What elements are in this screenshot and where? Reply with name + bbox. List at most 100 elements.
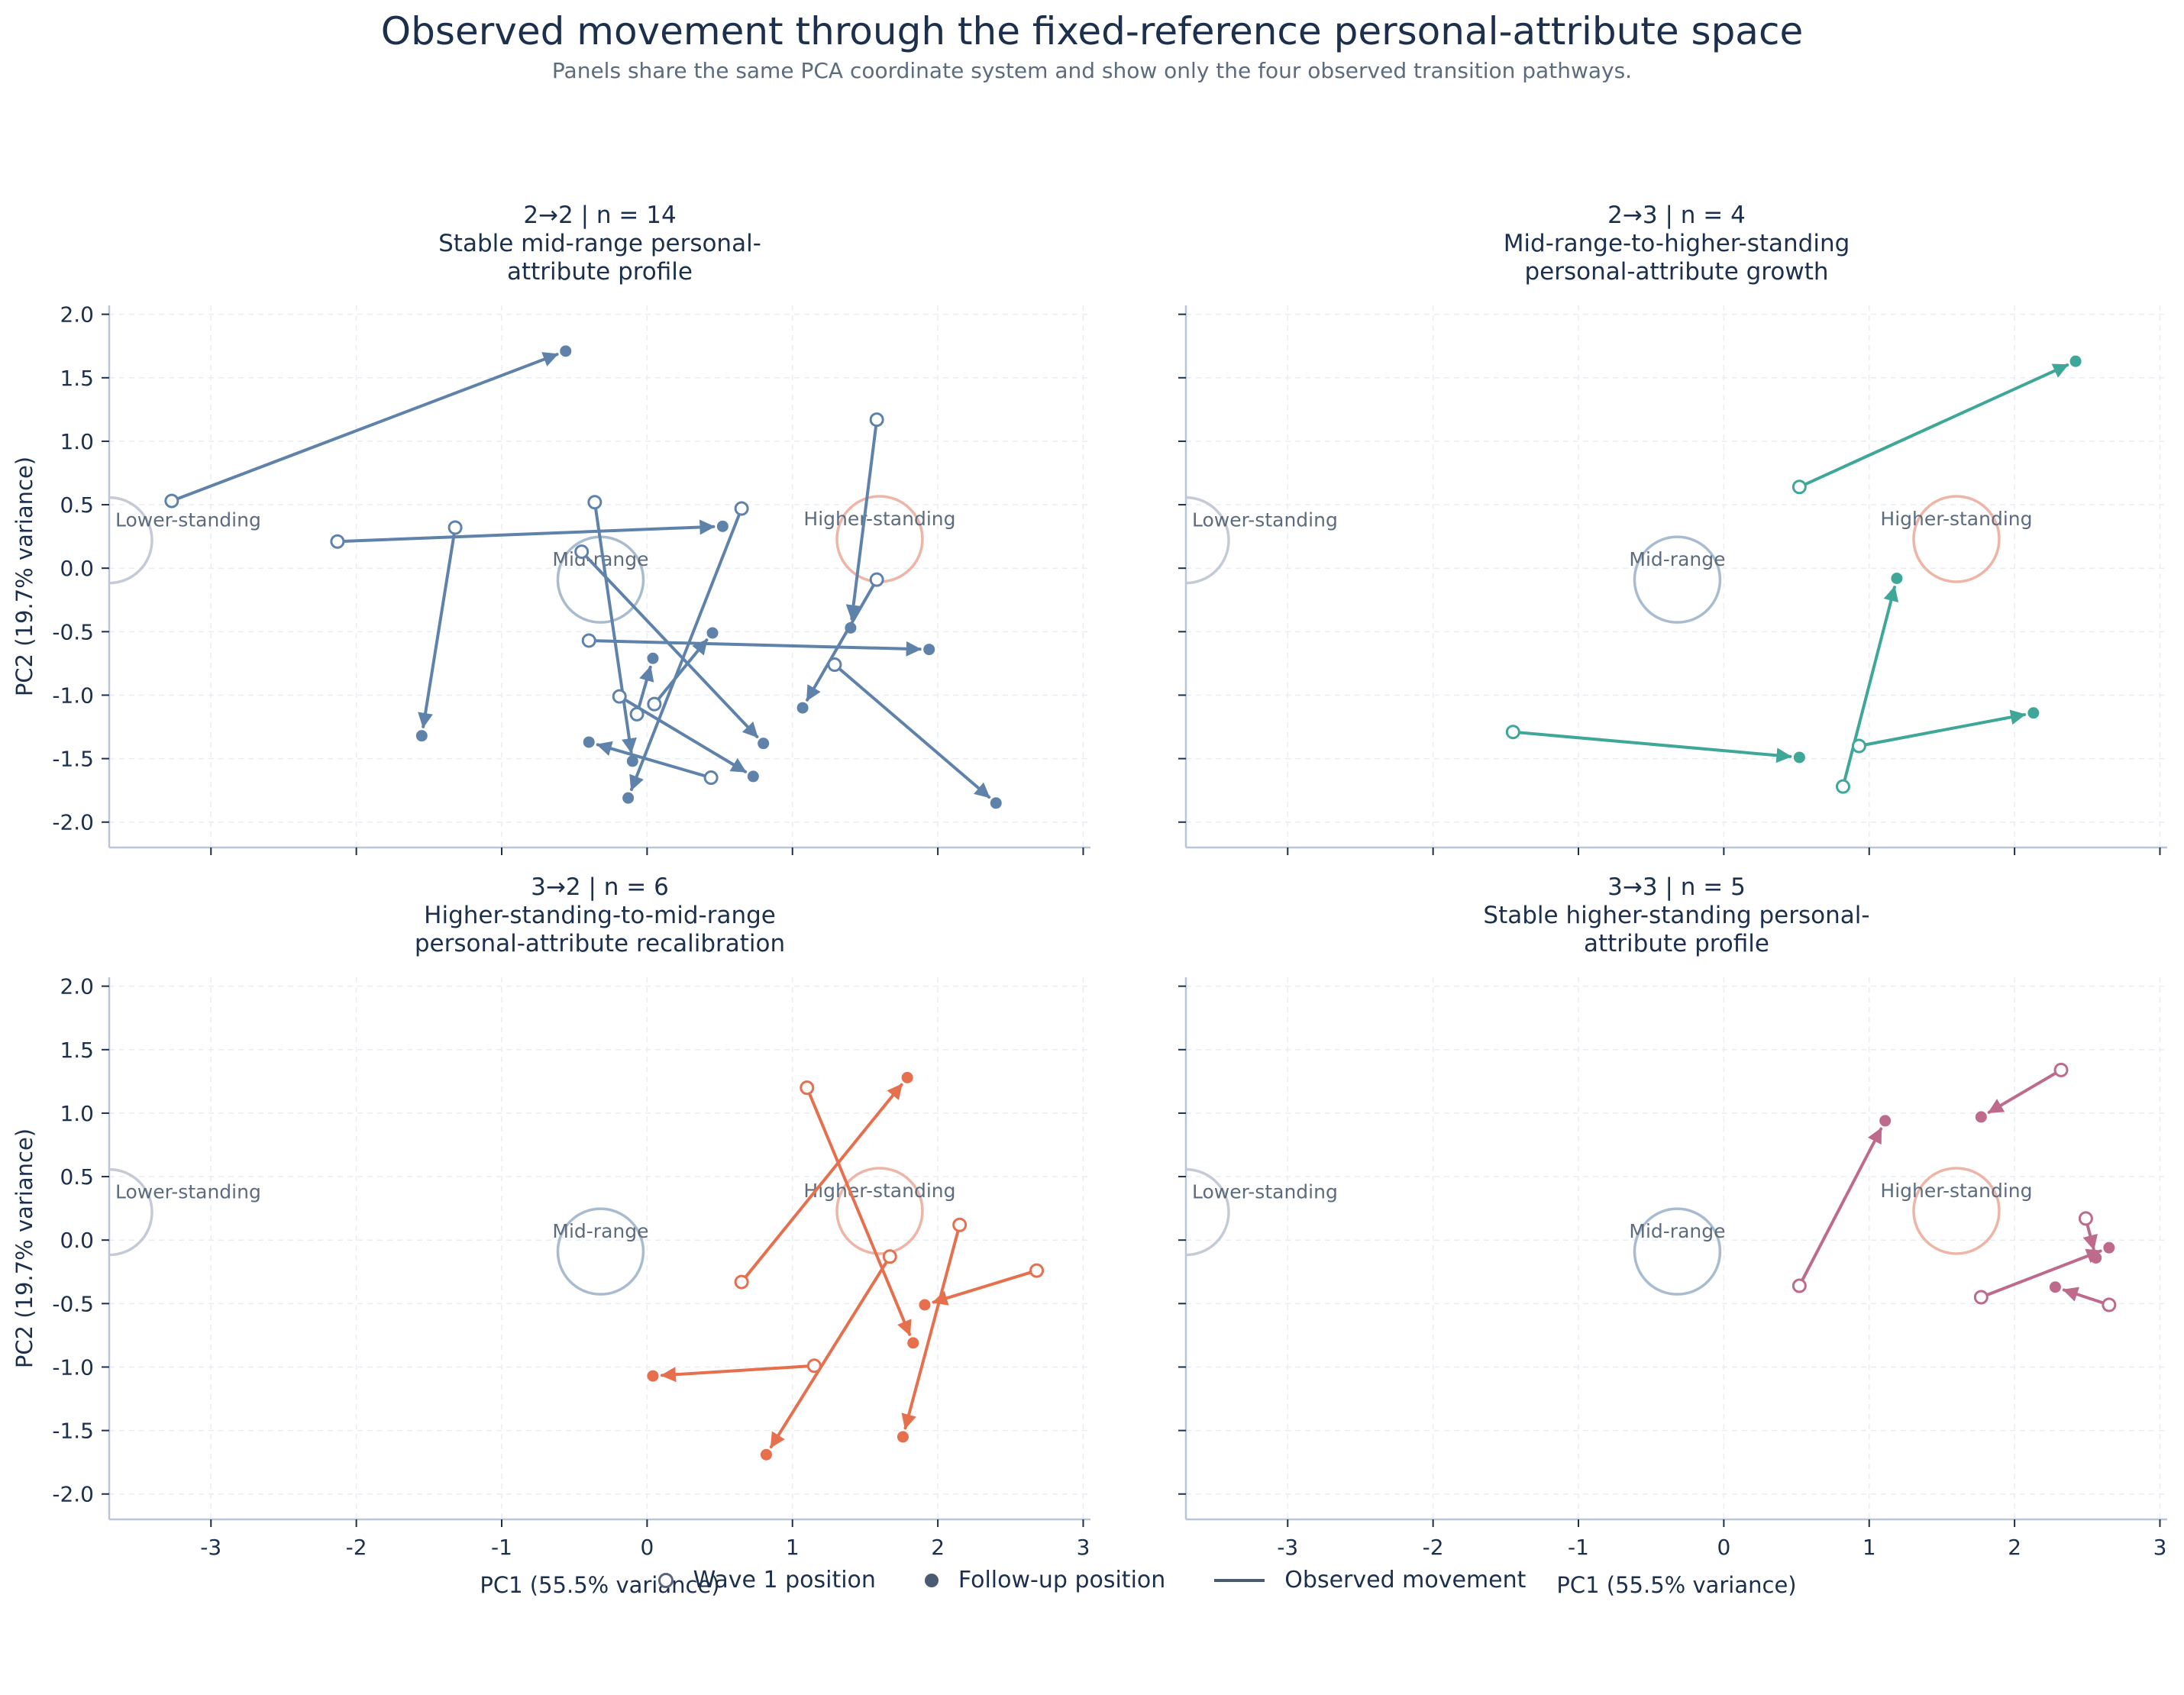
- y-tick-label: -1.5: [52, 1419, 94, 1444]
- panel-subtitle-line: attribute profile: [507, 258, 693, 286]
- x-tick-label: 3: [1077, 1535, 1090, 1560]
- followup-point: [560, 345, 572, 357]
- movement-arrow: [845, 418, 879, 621]
- panel-title: 3→3 | n = 5: [1607, 873, 1746, 901]
- movement-arrow: [635, 665, 654, 716]
- followup-point: [990, 797, 1002, 809]
- movement-arrow: [593, 500, 637, 754]
- panel-title: 2→3 | n = 4: [1607, 202, 1746, 229]
- x-tick-label: -1: [491, 1535, 512, 1560]
- x-tick-label: 1: [786, 1535, 800, 1560]
- wave1-point: [869, 572, 884, 587]
- followup-point: [647, 652, 659, 664]
- followup-point: [647, 1370, 659, 1382]
- reference-circle: [1633, 535, 1722, 624]
- y-tick-label: -1.0: [52, 683, 94, 708]
- reference-label: Higher-standing: [803, 508, 955, 530]
- line-icon: [1214, 1578, 1265, 1582]
- x-tick-label: 0: [640, 1535, 654, 1560]
- legend-label-followup: Follow-up position: [958, 1567, 1166, 1593]
- wave1-point: [882, 1249, 897, 1264]
- panel-4: -3 -2 -1 0 1 2 3 PC1 (55.5% variance) 3→3 | n = …: [1178, 873, 2167, 1598]
- y-tick-label: 2.0: [60, 974, 94, 999]
- wave1-point: [869, 412, 884, 428]
- followup-point: [796, 702, 809, 714]
- legend-label-movement: Observed movement: [1284, 1567, 1527, 1593]
- movement-arrow: [629, 507, 744, 791]
- y-tick-label: -0.5: [52, 1291, 94, 1316]
- movement-arrow: [769, 1254, 892, 1449]
- wave1-point: [1505, 725, 1520, 740]
- followup-point: [716, 520, 729, 532]
- x-tick-label: -2: [1423, 1535, 1444, 1560]
- followup-point: [2069, 355, 2082, 367]
- wave1-point: [703, 770, 719, 786]
- movement-arrow: [806, 578, 879, 702]
- movement-arrow: [1511, 730, 1792, 764]
- reference-label: Higher-standing: [1880, 1180, 2032, 1202]
- y-tick-label: -0.5: [52, 619, 94, 644]
- wave1-point: [1791, 1278, 1807, 1293]
- panel-1: 2.0 1.5 1.0 0.5 0.0 -0.5 -1.0 -1.5 -2.0 PC2 (19.7…: [11, 202, 1090, 855]
- followup-point: [583, 736, 595, 748]
- reference-circle: [556, 1207, 645, 1296]
- movement-arrow: [1841, 586, 1899, 789]
- movement-arrow: [740, 1083, 903, 1284]
- panel-subtitle-line: attribute profile: [1584, 930, 1769, 957]
- panel-title: 2→2 | n = 14: [523, 202, 676, 229]
- wave1-point: [734, 1274, 749, 1290]
- wave1-point: [1791, 479, 1807, 495]
- movement-arrow: [1987, 1068, 2063, 1114]
- movement-arrow: [1857, 709, 2027, 747]
- followup-point: [901, 1071, 913, 1083]
- x-axis-title: PC1 (55.5% variance): [480, 1572, 719, 1598]
- reference-label: Lower-standing: [1192, 509, 1338, 531]
- wave1-point: [647, 696, 662, 712]
- movement-arrow: [596, 741, 713, 780]
- movement-arrow: [652, 638, 709, 706]
- movement-arrow: [660, 1364, 816, 1383]
- wave1-point: [612, 689, 627, 704]
- x-tick-label: -3: [200, 1535, 221, 1560]
- reference-circle: [109, 496, 153, 585]
- wave1-point: [1835, 779, 1850, 794]
- panel-subtitle-line: personal-attribute growth: [1525, 258, 1829, 286]
- panel-subtitle-line: Higher-standing-to-mid-range: [424, 902, 776, 929]
- movement-arrow: [805, 1086, 912, 1336]
- followup-point: [706, 627, 719, 639]
- wave1-point: [447, 520, 463, 535]
- followup-point: [2027, 707, 2040, 719]
- reference-circle: [1186, 1167, 1230, 1257]
- y-axis-title: PC2 (19.7% variance): [11, 457, 37, 696]
- reference-circle: [109, 1167, 153, 1257]
- movement-arrow: [418, 525, 457, 728]
- movement-arrow: [2062, 1287, 2111, 1306]
- y-tick-label: 1.5: [60, 366, 94, 391]
- y-tick-label: 0.0: [60, 1228, 94, 1253]
- followup-point: [1793, 751, 1805, 764]
- panel-3: -3 -2 -1 0 1 2 3 2.0 1.5 1.0 0.5 0.0 -0.5 -1.0 -1.5 -2.…: [11, 873, 1090, 1598]
- x-tick-label: -2: [346, 1535, 367, 1560]
- reference-circle: [1912, 1167, 2001, 1255]
- movement-arrow: [170, 352, 559, 503]
- reference-circle: [1633, 1207, 1722, 1296]
- panel-subtitle-line: Mid-range-to-higher-standing: [1504, 230, 1850, 257]
- wave1-point: [734, 501, 749, 516]
- movement-arrow: [1979, 1248, 2102, 1300]
- movement-arrow: [1798, 1127, 1883, 1288]
- legend-item-followup: Follow-up position: [924, 1567, 1166, 1593]
- x-tick-label: 3: [2153, 1535, 2167, 1560]
- legend-item-wave1: Wave 1 position: [657, 1567, 876, 1593]
- reference-label: Higher-standing: [803, 1180, 955, 1202]
- reference-label: Higher-standing: [1880, 508, 2032, 530]
- followup-point: [760, 1448, 772, 1461]
- wave1-point: [1851, 738, 1866, 754]
- x-tick-label: 0: [1717, 1535, 1730, 1560]
- movement-arrow: [587, 638, 922, 657]
- y-tick-label: -2.0: [52, 810, 94, 835]
- legend-item-movement: Observed movement: [1214, 1567, 1526, 1593]
